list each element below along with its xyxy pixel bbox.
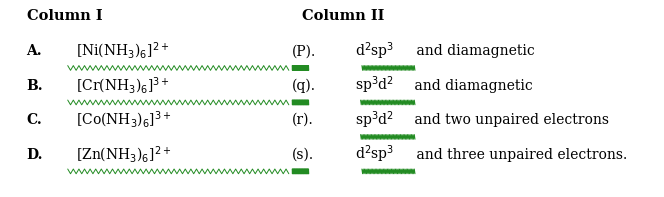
Text: Column II: Column II	[302, 9, 384, 23]
Text: sp$^3$d$^2$: sp$^3$d$^2$	[355, 109, 394, 131]
Text: (s).: (s).	[292, 148, 314, 162]
Text: and two unpaired electrons: and two unpaired electrons	[410, 113, 610, 127]
Text: (r).: (r).	[292, 113, 314, 127]
Text: d$^2$sp$^3$: d$^2$sp$^3$	[355, 144, 394, 165]
Text: and diamagnetic: and diamagnetic	[412, 44, 535, 58]
Text: and diamagnetic: and diamagnetic	[410, 79, 533, 93]
Text: [Ni(NH$_3$)$_6$]$^{2+}$: [Ni(NH$_3$)$_6$]$^{2+}$	[76, 41, 169, 61]
Text: sp$^3$d$^2$: sp$^3$d$^2$	[355, 75, 394, 97]
Text: [Zn(NH$_3$)$_6$]$^{2+}$: [Zn(NH$_3$)$_6$]$^{2+}$	[76, 144, 171, 165]
Text: (P).: (P).	[292, 44, 317, 58]
Text: C.: C.	[27, 113, 42, 127]
Text: (q).: (q).	[292, 78, 316, 93]
Text: [Co(NH$_3$)$_6$]$^{3+}$: [Co(NH$_3$)$_6$]$^{3+}$	[76, 110, 172, 130]
Text: D.: D.	[27, 148, 43, 162]
Text: and three unpaired electrons.: and three unpaired electrons.	[412, 148, 627, 162]
Text: Column I: Column I	[27, 9, 102, 23]
Text: [Cr(NH$_3$)$_6$]$^{3+}$: [Cr(NH$_3$)$_6$]$^{3+}$	[76, 75, 170, 96]
Text: A.: A.	[27, 44, 42, 58]
Text: d$^2$sp$^3$: d$^2$sp$^3$	[355, 40, 394, 62]
Text: B.: B.	[27, 79, 43, 93]
